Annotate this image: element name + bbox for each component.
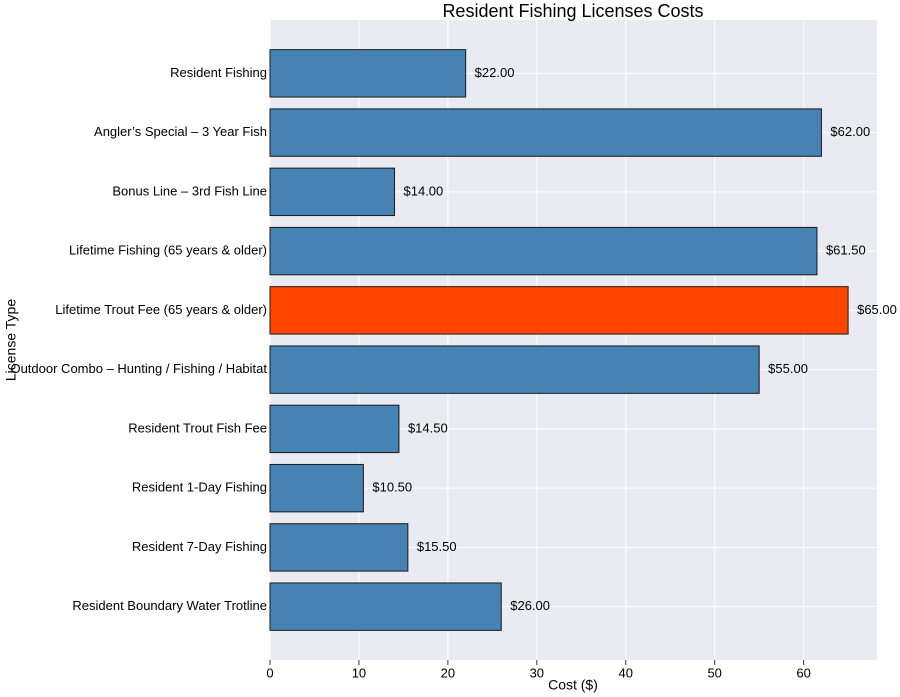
y-axis-label: License Type — [3, 299, 19, 381]
y-tick-label: Resident Fishing — [170, 65, 267, 80]
bar — [269, 167, 396, 217]
y-tick-label: Resident Boundary Water Trotline — [72, 598, 267, 613]
bar — [269, 523, 409, 572]
y-tick-label: Resident 1-Day Fishing — [132, 480, 267, 495]
value-label: $14.00 — [404, 183, 444, 198]
y-tick-label: Bonus Line – 3rd Fish Line — [112, 183, 267, 198]
x-tick-label: 50 — [707, 665, 721, 680]
y-tick-label: Resident Trout Fish Fee — [128, 420, 267, 435]
bar — [269, 404, 400, 454]
x-tick-label: 10 — [352, 665, 366, 680]
y-tick-label: Lifetime Fishing (65 years & older) — [69, 243, 267, 258]
bar — [269, 49, 467, 98]
bar — [269, 108, 822, 157]
value-label: $10.50 — [372, 480, 412, 495]
x-tick-label: 30 — [530, 665, 544, 680]
x-tick-label: 0 — [266, 665, 273, 680]
value-label: $22.00 — [475, 65, 515, 80]
y-tick-label: Resident 7-Day Fishing — [132, 539, 267, 554]
value-label: $65.00 — [857, 302, 897, 317]
x-tick-label: 40 — [619, 665, 633, 680]
bar — [269, 226, 818, 276]
x-tick-label: 20 — [441, 665, 455, 680]
bar — [269, 463, 364, 513]
value-label: $26.00 — [510, 598, 550, 613]
x-tick-label: 60 — [796, 665, 810, 680]
bar — [269, 345, 760, 394]
value-label: $61.50 — [826, 243, 866, 258]
y-tick-label: Outdoor Combo – Hunting / Fishing / Habi… — [10, 361, 267, 376]
bar — [269, 286, 849, 335]
value-label: $15.50 — [417, 539, 457, 554]
value-label: $62.00 — [830, 124, 870, 139]
x-axis-label: Cost ($) — [548, 677, 598, 693]
bar — [269, 582, 502, 631]
value-label: $14.50 — [408, 420, 448, 435]
y-tick-label: Lifetime Trout Fee (65 years & older) — [55, 302, 267, 317]
y-tick-label: Angler’s Special – 3 Year Fish — [94, 124, 267, 139]
value-label: $55.00 — [768, 361, 808, 376]
chart-title: Resident Fishing Licenses Costs — [442, 1, 703, 21]
